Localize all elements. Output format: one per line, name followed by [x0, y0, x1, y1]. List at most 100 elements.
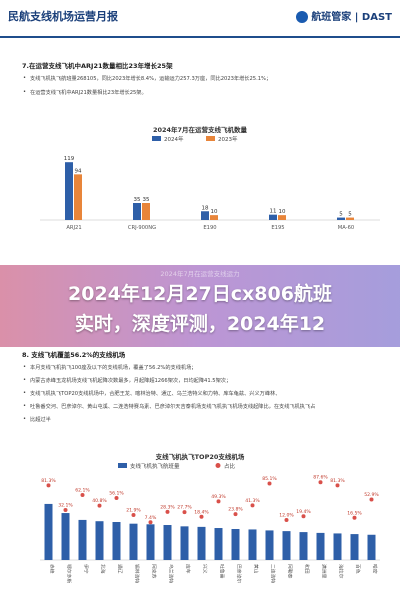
- airport-bar-5: [129, 523, 138, 560]
- chart2-title: 支线飞机执飞TOP20支线机场: [155, 453, 245, 461]
- ratio-dot-17: [335, 483, 340, 488]
- category-label: MA-60: [338, 225, 354, 231]
- airport-bar-9: [197, 526, 206, 560]
- bar-E195-0: [269, 214, 277, 220]
- data-label-CRJ-900NG-1: 35: [143, 197, 150, 203]
- ratio-label-12: 41.3%: [245, 498, 260, 504]
- airport-label-8: 库车: [185, 564, 192, 574]
- legend-swatch-bars: [118, 463, 127, 468]
- section8-bullet-5: 比超过半: [23, 416, 51, 423]
- category-label: E190: [203, 225, 216, 231]
- legend-swatch-ratio: [215, 463, 221, 468]
- ratio-dot-11: [233, 512, 238, 517]
- airport-label-16: 满洲里: [321, 564, 328, 579]
- airport-label-11: 巴彦淖尔: [236, 564, 243, 583]
- ratio-label-10: 49.3%: [211, 494, 226, 500]
- data-label-E190-0: 18: [202, 205, 209, 211]
- ratio-label-14: 12.0%: [279, 513, 294, 519]
- top20-airport-chart: 支线飞机执飞航班量 占比 81.3% 赤峰 32.1% 鄂尔多斯 62.1% 伊宁 40.8% 北…: [40, 462, 380, 583]
- airport-bar-8: [180, 526, 189, 560]
- report-title: 民航支线机场运营月报: [8, 10, 118, 23]
- bar-CRJ-900NG-1: [142, 203, 150, 220]
- airport-bar-1: [61, 513, 70, 560]
- airport-bar-15: [299, 532, 308, 560]
- airport-label-0: 赤峰: [49, 564, 56, 574]
- category-label: CRJ-900NG: [128, 225, 156, 231]
- airport-bar-16: [316, 532, 325, 560]
- ratio-label-19: 52.9%: [364, 492, 379, 498]
- ratio-label-11: 23.8%: [228, 507, 243, 513]
- airport-bar-10: [214, 528, 223, 560]
- airport-bar-19: [367, 534, 376, 560]
- airport-label-15: 和田: [304, 564, 311, 574]
- ratio-label-15: 19.4%: [296, 509, 311, 515]
- airport-label-17: 海拉尔: [338, 564, 345, 579]
- airport-label-3: 北海: [100, 564, 107, 574]
- data-label-MA-60-0: 5: [339, 212, 343, 218]
- ratio-dot-1: [63, 507, 68, 512]
- section7-heading: 7.在运营支线飞机中ARJ21数量相比23年增长25架: [22, 62, 173, 70]
- ratio-label-4: 56.1%: [109, 490, 124, 496]
- airport-label-4: 通辽: [117, 564, 124, 574]
- ratio-dot-6: [148, 520, 153, 525]
- airport-label-18: 百色: [355, 564, 362, 574]
- ratio-label-5: 21.9%: [126, 508, 141, 514]
- airport-label-9: 兴义: [202, 564, 209, 574]
- data-label-E190-1: 10: [211, 209, 218, 215]
- plane-logo-icon: [296, 11, 309, 23]
- category-label: E195: [271, 225, 284, 231]
- bar-ARJ21-1: [74, 174, 82, 220]
- data-label-ARJ21-0: 119: [64, 156, 75, 162]
- ratio-dot-18: [352, 515, 357, 520]
- ratio-label-2: 62.1%: [75, 487, 90, 493]
- ratio-label-18: 16.5%: [347, 510, 362, 516]
- ratio-dot-3: [97, 503, 102, 508]
- bar-E195-1: [278, 215, 286, 220]
- data-label-E195-1: 10: [279, 209, 286, 215]
- airport-bar-0: [44, 503, 53, 560]
- data-label-MA-60-1: 5: [348, 212, 352, 218]
- airport-bar-11: [231, 529, 240, 560]
- report-header: 民航支线机场运营月报 航班管家 | DAST: [0, 0, 400, 38]
- ratio-dot-13: [267, 481, 272, 486]
- ratio-label-0: 81.3%: [41, 478, 56, 484]
- airport-bar-2: [78, 519, 87, 560]
- ratio-dot-4: [114, 495, 119, 500]
- airport-label-10: 吐鲁番: [219, 564, 226, 579]
- ratio-dot-8: [182, 510, 187, 515]
- promo-overlay: 2024年7月在运营支线运力 2024年12月27日cx806航班 实时，深度评…: [0, 265, 400, 347]
- legend-swatch-1: [206, 136, 215, 141]
- airport-bar-7: [163, 525, 172, 560]
- airport-bar-12: [248, 529, 257, 560]
- ratio-label-13: 85.1%: [262, 476, 277, 482]
- chart1-title: 2024年7月在运营支线飞机数量: [152, 126, 248, 134]
- legend-label-0: 2024年: [164, 135, 184, 143]
- ratio-dot-7: [165, 509, 170, 514]
- ratio-label-16: 87.6%: [313, 475, 328, 481]
- legend-swatch-0: [152, 136, 161, 141]
- ratio-dot-19: [369, 497, 374, 502]
- airport-label-5: 锡林浩特: [134, 564, 141, 583]
- data-label-E195-0: 11: [270, 209, 277, 215]
- bar-MA-60-0: [337, 217, 345, 220]
- ratio-dot-14: [284, 518, 289, 522]
- ratio-label-3: 40.8%: [92, 498, 107, 504]
- airport-label-7: 乌兰浩特: [168, 564, 175, 583]
- category-label: ARJ21: [66, 225, 81, 231]
- airport-label-13: 二连浩特: [270, 564, 277, 583]
- airport-label-1: 鄂尔多斯: [66, 564, 73, 583]
- overlay-line-2: 实时，深度评测，2024年12: [74, 313, 326, 335]
- ratio-dot-5: [131, 513, 136, 518]
- data-label-CRJ-900NG-0: 35: [134, 197, 141, 203]
- ratio-label-7: 28.3%: [160, 504, 175, 510]
- airport-bar-4: [112, 522, 121, 560]
- airport-label-2: 伊宁: [83, 564, 90, 574]
- overlay-line-1: 2024年12月27日cx806航班: [68, 283, 332, 305]
- brand-logo-text: 航班管家 | DAST: [311, 12, 392, 23]
- bar-ARJ21-0: [65, 162, 73, 220]
- faded-chart-title: 2024年7月在运营支线运力: [160, 270, 240, 278]
- ratio-label-17: 81.3%: [330, 478, 345, 484]
- ratio-label-1: 32.1%: [58, 502, 73, 508]
- bar-CRJ-900NG-0: [133, 203, 141, 220]
